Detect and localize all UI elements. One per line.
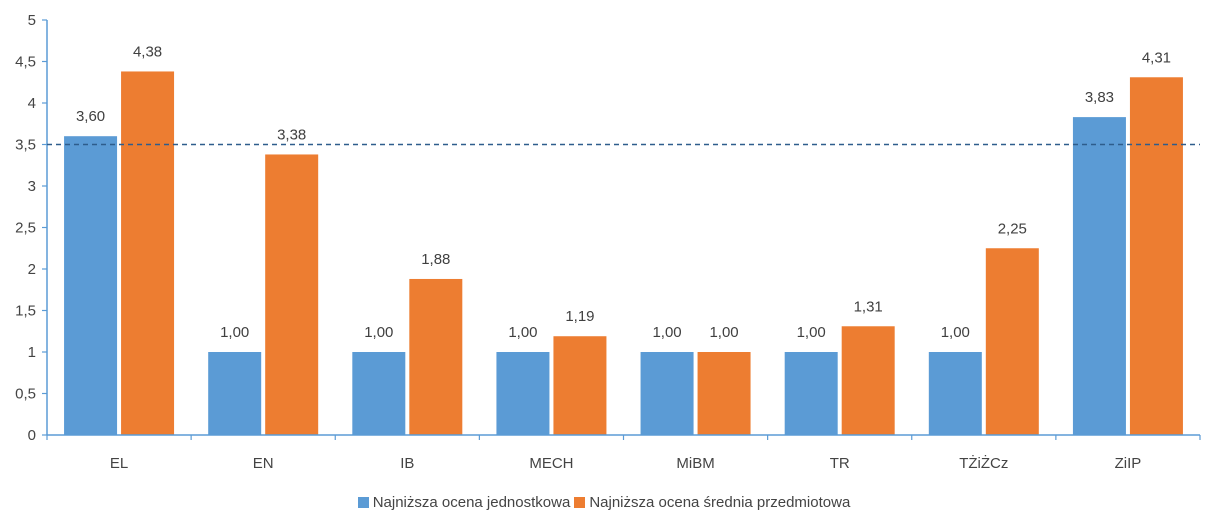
legend-swatch-series-1 (357, 496, 369, 508)
bar-1-MiBM (640, 352, 694, 435)
y-tick-label: 0,5 (15, 386, 36, 403)
x-tick-label: MECH (529, 455, 573, 472)
data-label: 1,31 (854, 298, 883, 315)
data-label-bg (125, 41, 170, 62)
bar-1-EL (64, 136, 118, 435)
bar-2-EN (265, 154, 319, 435)
bar-1-ZiIP (1072, 117, 1126, 436)
data-label-bg (846, 296, 891, 317)
x-tick-label: ZiIP (1115, 455, 1142, 472)
x-tick-label: EN (253, 455, 274, 472)
data-label-bg (500, 322, 545, 342)
y-tick-label: 4 (28, 95, 36, 112)
data-label: 1,88 (421, 251, 450, 268)
chart-legend: Najniższa ocena jednostkowa Najniższa oc… (0, 492, 1208, 512)
data-label-bg (1077, 87, 1122, 108)
y-tick-label: 1 (28, 344, 36, 361)
bar-1-MECH (496, 352, 550, 435)
legend-item-series-1: Najniższa ocena jednostkowa (357, 493, 571, 511)
x-tick-label: TR (830, 455, 850, 472)
data-label-bg (356, 322, 401, 342)
data-label: 4,31 (1142, 49, 1171, 66)
legend-label-series-2: Najniższa ocena średnia przedmiotowa (589, 493, 851, 511)
y-tick-label: 4,5 (15, 54, 36, 71)
data-label-bg (413, 248, 458, 269)
data-label: 1,00 (220, 324, 249, 341)
data-label: 3,38 (277, 126, 306, 143)
data-label: 3,60 (76, 108, 105, 125)
x-tick-label: EL (110, 455, 128, 472)
bar-1-EN (208, 352, 262, 435)
y-tick-label: 0 (28, 427, 36, 444)
bar-1-TŻiŻCz (928, 352, 982, 435)
bar-2-ZiIP (1129, 77, 1183, 436)
y-tick-label: 3,5 (15, 137, 36, 154)
data-label-bg (68, 106, 113, 127)
y-tick-label: 2,5 (15, 220, 36, 237)
data-label-bg (789, 322, 834, 342)
bar-2-MECH (553, 336, 607, 435)
x-tick-label: MiBM (676, 455, 714, 472)
data-label: 1,00 (797, 324, 826, 341)
y-tick-label: 3 (28, 178, 36, 195)
data-label: 3,83 (1085, 89, 1114, 106)
bar-2-MiBM (697, 352, 751, 435)
data-label: 1,00 (508, 324, 537, 341)
data-label-bg (645, 322, 690, 342)
bar-1-IB (352, 352, 406, 435)
legend-item-series-2: Najniższa ocena średnia przedmiotowa (574, 494, 850, 511)
data-label-bg (212, 322, 257, 342)
data-label: 1,00 (364, 324, 393, 341)
data-label-bg (933, 322, 978, 342)
data-label-bg (557, 306, 602, 327)
y-tick-label: 2 (28, 261, 36, 278)
legend-swatch-series-2 (574, 496, 586, 508)
data-label-bg (1134, 47, 1179, 68)
x-tick-label: TŻiŻCz (959, 454, 1008, 472)
bar-2-TR (841, 326, 895, 435)
data-label: 1,19 (565, 308, 594, 325)
data-label: 1,00 (709, 324, 738, 341)
bar-2-TŻiŻCz (985, 248, 1039, 435)
data-label: 1,00 (941, 324, 970, 341)
legend-label-series-1: Najniższa ocena jednostkowa (372, 493, 571, 511)
data-label: 4,38 (133, 43, 162, 60)
data-label: 1,00 (652, 324, 681, 341)
bar-2-EL (121, 71, 175, 436)
bar-1-TR (784, 352, 838, 435)
y-tick-label: 1,5 (15, 303, 36, 320)
data-label-bg (702, 322, 747, 342)
x-tick-label: IB (400, 455, 414, 472)
data-label-bg (269, 124, 314, 145)
y-tick-label: 5 (28, 12, 36, 29)
bar-2-IB (409, 278, 463, 435)
data-label: 2,25 (998, 220, 1027, 237)
data-label-bg (990, 218, 1035, 239)
